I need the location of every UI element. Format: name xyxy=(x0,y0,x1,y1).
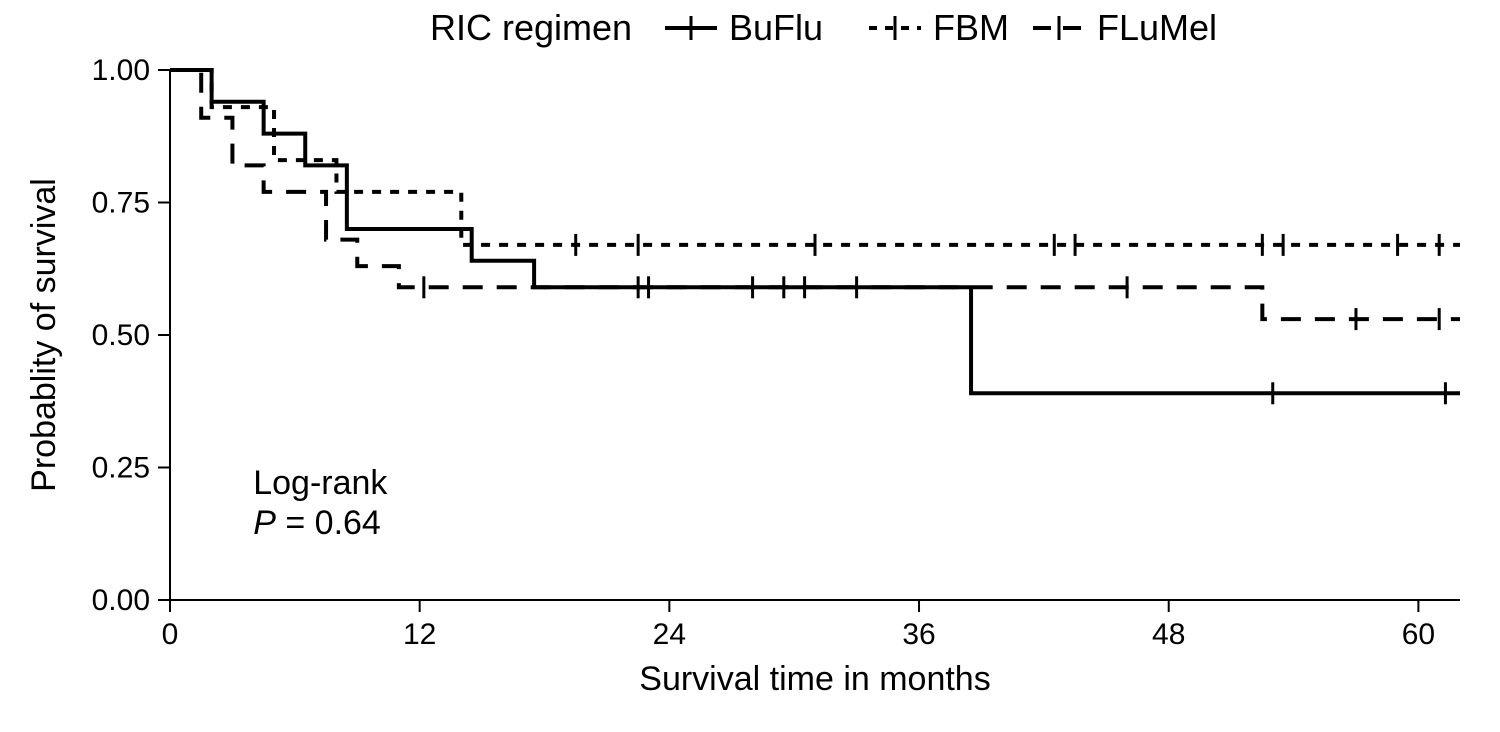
x-tick-label: 36 xyxy=(902,618,935,651)
x-axis-title: Survival time in months xyxy=(639,660,990,698)
chart-svg: 0.00 0.25 0.50 0.75 1.00 0 12 24 36 48 60 Survival … xyxy=(0,0,1500,732)
y-tick-label: 0.75 xyxy=(92,187,150,220)
x-tick-label: 24 xyxy=(653,618,686,651)
y-axis-title: Probablity of survival xyxy=(25,178,63,492)
x-tick-label: 60 xyxy=(1402,618,1435,651)
legend-title: RIC regimen xyxy=(430,7,632,48)
annotation-line: P = 0.64 xyxy=(253,504,381,542)
survival-chart: 0.00 0.25 0.50 0.75 1.00 0 12 24 36 48 60 Survival … xyxy=(0,0,1500,732)
y-tick-label: 0.25 xyxy=(92,452,150,485)
legend-label: FLuMel xyxy=(1097,7,1217,48)
y-tick-label: 0.00 xyxy=(92,584,150,617)
series-FBM xyxy=(170,70,1460,245)
series-BuFlu xyxy=(170,70,1460,393)
y-tick-label: 0.50 xyxy=(92,319,150,352)
legend-label: FBM xyxy=(933,7,1009,48)
y-tick-label: 1.00 xyxy=(92,54,150,87)
legend-label: BuFlu xyxy=(729,7,823,48)
x-tick-label: 12 xyxy=(403,618,436,651)
x-tick-label: 48 xyxy=(1152,618,1185,651)
series-FLuMel xyxy=(170,70,1460,319)
x-tick-label: 0 xyxy=(162,618,179,651)
legend: RIC regimen BuFlu FBM FLuMel xyxy=(430,7,1217,48)
annotation-line: Log-rank xyxy=(253,464,388,502)
